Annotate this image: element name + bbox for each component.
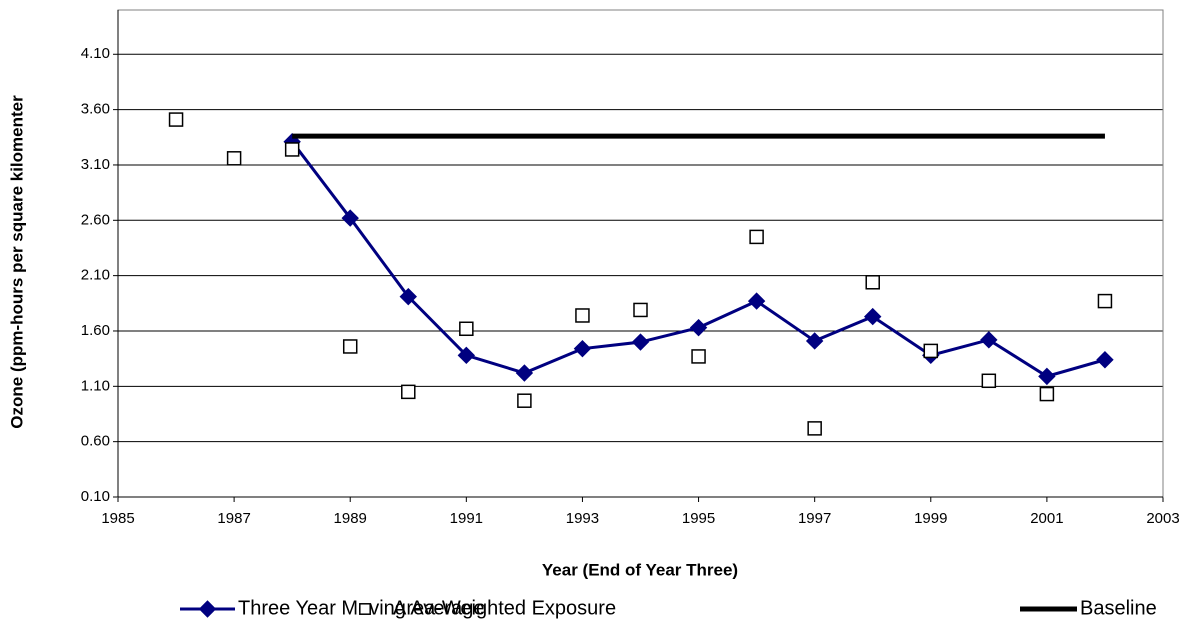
diamond-marker <box>1038 367 1056 386</box>
y-tick-label: 3.60 <box>81 101 110 118</box>
diamond-marker <box>689 318 708 337</box>
diamond-marker <box>1096 351 1114 369</box>
square-marker <box>1039 386 1055 402</box>
y-tick-label: 2.10 <box>81 267 110 284</box>
y-tick-label: 2.60 <box>81 211 110 228</box>
square-marker <box>1097 293 1113 309</box>
legend-label: Baseline <box>1080 597 1157 619</box>
x-tick-label: 1993 <box>566 510 599 527</box>
diamond-marker <box>631 333 650 351</box>
x-tick-label: 1991 <box>450 510 483 527</box>
square-marker <box>168 112 184 127</box>
square-marker <box>633 302 648 318</box>
diamond-marker <box>341 209 359 227</box>
legend-marker <box>359 603 371 615</box>
diamond-marker <box>573 339 592 358</box>
square-marker <box>517 393 532 408</box>
square-marker <box>459 321 474 337</box>
square-marker <box>865 275 880 290</box>
x-tick-label: 2003 <box>1146 510 1179 527</box>
diamond-marker <box>805 332 824 350</box>
square-marker <box>807 421 822 436</box>
x-tick-label: 1995 <box>682 510 715 527</box>
legend-label: Area-Weighted Exposure <box>393 597 616 619</box>
x-tick-label: 1987 <box>217 510 250 527</box>
diamond-marker <box>747 292 766 310</box>
square-marker <box>923 343 939 359</box>
square-marker <box>691 349 706 364</box>
diamond-marker <box>399 287 417 306</box>
x-tick-label: 1997 <box>798 510 831 527</box>
x-tick-label: 2001 <box>1030 510 1063 527</box>
square-marker <box>981 373 997 389</box>
square-marker <box>284 142 300 157</box>
plot-frame <box>117 9 1164 498</box>
diamond-marker <box>864 307 882 326</box>
diamond-marker <box>457 346 476 365</box>
square-marker <box>575 308 590 323</box>
y-tick-label: 3.10 <box>81 156 110 173</box>
square-marker <box>749 229 764 245</box>
square-marker <box>342 339 358 354</box>
x-tick-label: 1989 <box>334 510 367 527</box>
square-marker <box>401 384 416 400</box>
y-tick-label: 1.60 <box>81 322 110 339</box>
diamond-marker <box>980 331 998 349</box>
x-tick-label: 1985 <box>101 510 134 527</box>
x-tick-label: 1999 <box>914 510 947 527</box>
legend-marker <box>198 600 217 618</box>
x-axis-title: Year (End of Year Three) <box>542 560 738 579</box>
y-tick-label: 0.10 <box>81 488 110 505</box>
y-axis-title: Ozone (ppm-hours per square kilomenter <box>7 95 26 429</box>
square-marker <box>226 151 242 166</box>
y-tick-label: 1.10 <box>81 377 110 394</box>
y-tick-label: 0.60 <box>81 433 110 450</box>
diamond-marker <box>515 364 534 382</box>
y-tick-label: 4.10 <box>81 45 110 62</box>
